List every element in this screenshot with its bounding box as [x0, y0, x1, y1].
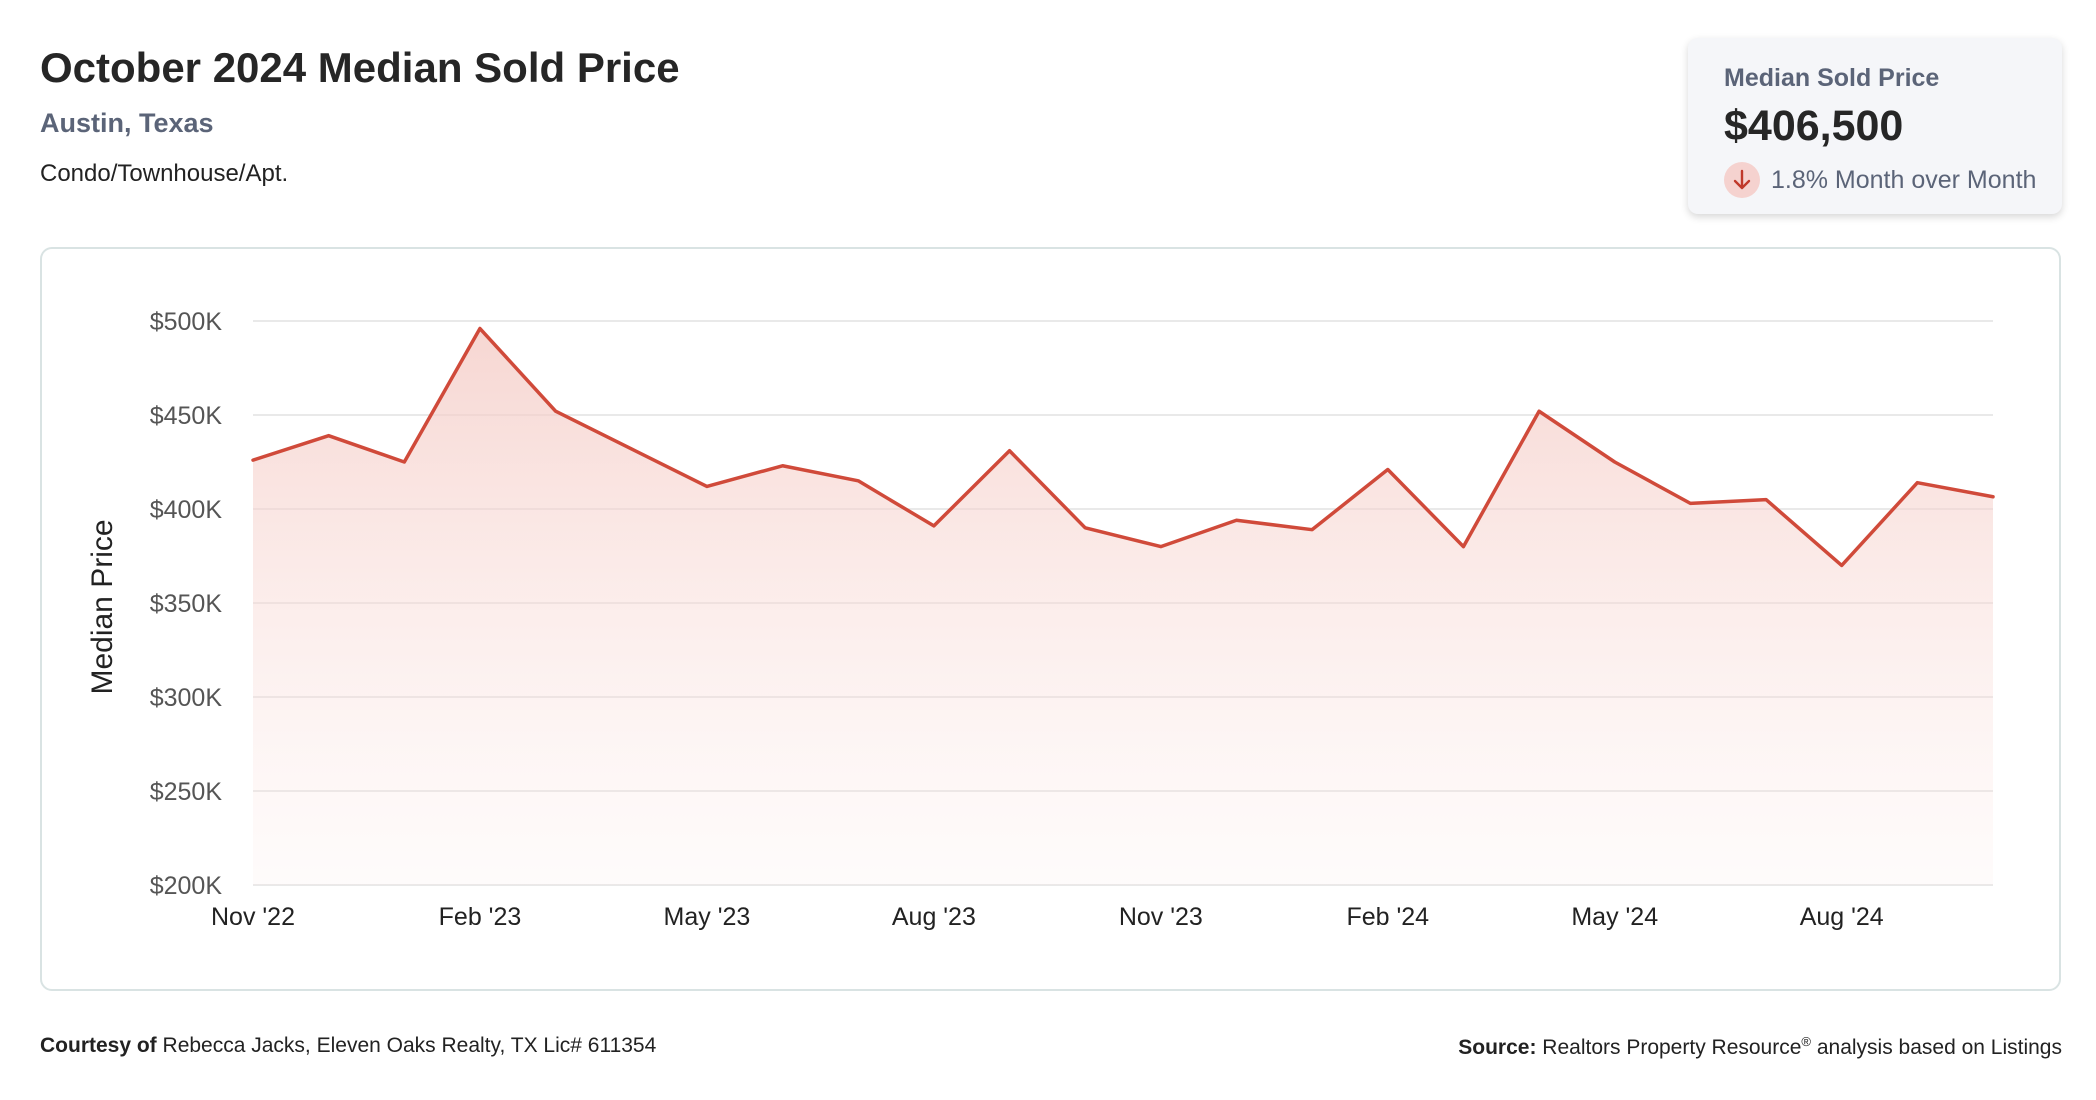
arrow-down-icon	[1724, 162, 1760, 198]
data-point	[1385, 467, 1391, 473]
courtesy-text: Rebecca Jacks, Eleven Oaks Realty, TX Li…	[162, 1034, 657, 1057]
kpi-change: 1.8% Month over Month	[1724, 162, 2036, 198]
source-text: Realtors Property Resource	[1542, 1036, 1802, 1059]
location-subtitle: Austin, Texas	[40, 108, 214, 138]
series-line	[251, 326, 1995, 568]
data-point	[1007, 448, 1013, 454]
data-point	[1914, 480, 1920, 486]
data-point	[1763, 497, 1769, 503]
data-point	[1839, 562, 1845, 568]
data-point	[628, 446, 634, 452]
source-label: Source:	[1458, 1036, 1537, 1059]
registered-mark: ®	[1801, 1034, 1811, 1049]
data-point	[931, 523, 937, 529]
x-tick-label: Feb '24	[1346, 903, 1429, 931]
x-tick-label: Aug '23	[892, 903, 976, 931]
data-point	[704, 483, 710, 489]
x-tick-label: May '23	[664, 903, 751, 931]
data-point	[780, 463, 786, 469]
kpi-value: $406,500	[1724, 102, 1904, 150]
source-footer: Source: Realtors Property Resource® anal…	[1458, 1034, 2062, 1060]
data-point	[477, 326, 483, 332]
x-tick-label: Nov '22	[211, 903, 295, 931]
data-point	[1990, 494, 1996, 500]
y-tick-label: $200K	[150, 872, 223, 900]
series-area	[253, 328, 1993, 885]
y-tick-label: $400K	[150, 496, 223, 524]
data-point	[250, 457, 256, 463]
data-point	[553, 408, 559, 414]
kpi-label: Median Sold Price	[1724, 64, 1940, 92]
data-point	[1460, 544, 1466, 550]
page-title: October 2024 Median Sold Price	[40, 44, 680, 91]
x-tick-label: Nov '23	[1119, 903, 1203, 931]
data-point	[1233, 517, 1239, 523]
y-tick-label: $500K	[150, 308, 223, 336]
data-point	[1082, 525, 1088, 531]
y-tick-label: $250K	[150, 778, 223, 806]
courtesy-label: Courtesy of	[40, 1034, 157, 1057]
data-point	[326, 433, 332, 439]
median-price-chart: $200K $250K $300K $350K $400K $450K $500K Nov …	[86, 308, 1996, 931]
data-point	[1612, 459, 1618, 465]
data-point	[1536, 408, 1542, 414]
kpi-change-text: 1.8% Month over Month	[1771, 165, 2037, 194]
x-tick-label: Feb '23	[439, 903, 522, 931]
data-point	[401, 459, 407, 465]
y-tick-label: $300K	[150, 684, 223, 712]
y-axis-label: Median Price	[86, 519, 119, 694]
x-tick-label: May '24	[1571, 903, 1658, 931]
data-point	[1687, 500, 1693, 506]
property-type-label: Condo/Townhouse/Apt.	[40, 160, 289, 187]
x-tick-label: Aug '24	[1800, 903, 1884, 931]
data-point	[1158, 544, 1164, 550]
courtesy-footer: Courtesy of Rebecca Jacks, Eleven Oaks R…	[40, 1034, 656, 1058]
median-price-card: Median Sold Price $406,500 1.8% Month ov…	[1688, 38, 2062, 214]
y-tick-label: $450K	[150, 402, 223, 430]
source-text-suffix: analysis based on Listings	[1811, 1036, 2062, 1059]
data-point	[1309, 527, 1315, 533]
data-point	[855, 478, 861, 484]
y-tick-label: $350K	[150, 590, 223, 618]
chart-panel: $200K $250K $300K $350K $400K $450K $500K Nov …	[40, 247, 2061, 991]
